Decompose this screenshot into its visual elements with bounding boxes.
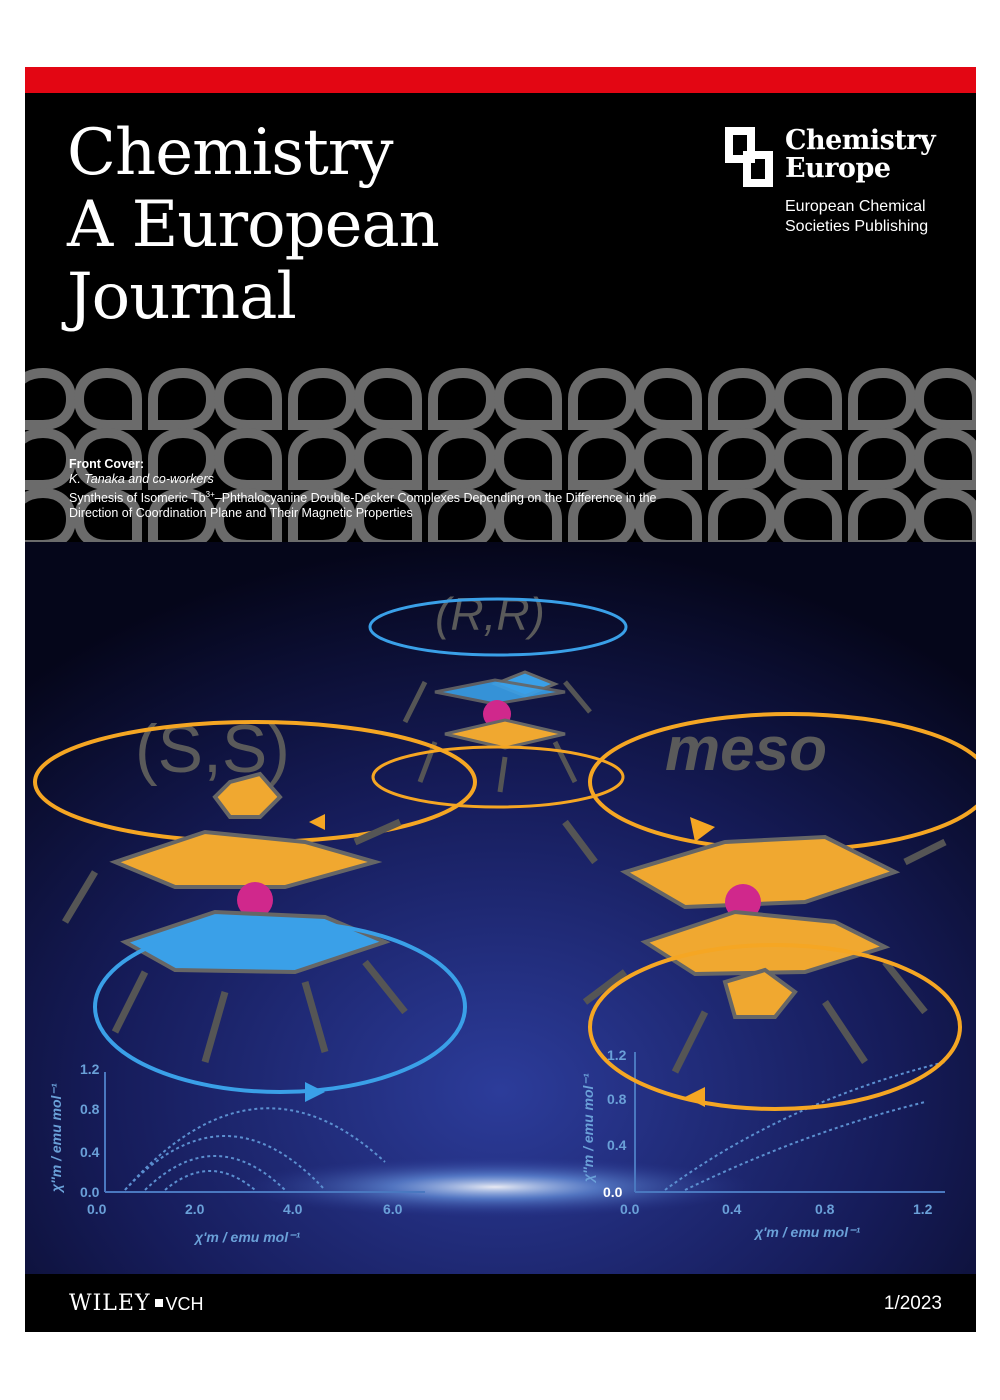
front-cover-caption: Front Cover: K. Tanaka and co-workers Sy… [69,457,789,521]
rr-label: (R,R) [435,588,545,640]
right-xtick-0: 0.0 [620,1201,640,1217]
logo-sub-line-1: European Chemical [785,198,926,215]
pattern-glyph [919,433,976,485]
chemistry-europe-subtitle: European Chemical Societies Publishing [785,197,928,237]
title-superscript: 3+ [205,490,215,499]
pattern-glyph [153,373,211,425]
pattern-glyph [853,493,911,545]
wiley-vch-logo: WILEY VCH [69,1291,204,1316]
chemistry-europe-name: Chemistry Europe [785,125,936,184]
pattern-glyph [79,373,137,425]
pattern-glyph [853,373,911,425]
chemistry-europe-logo: Chemistry Europe European Chemical Socie… [725,127,955,237]
logo-name-line-1: Chemistry [785,125,936,156]
pattern-glyph [853,433,911,485]
right-plot: 0.0 0.4 0.8 1.2 0.0 0.4 0.8 1.2 χ'm / em… [580,1047,946,1240]
left-xtick-1: 2.0 [185,1201,205,1217]
left-ylabel: χ''m / emu mol⁻¹ [48,1083,64,1194]
right-ytick-1: 0.4 [607,1137,627,1153]
glow-effect [235,1157,755,1217]
title-line-1: Chemistry [67,116,394,190]
title-line-3: Journal [67,260,297,334]
pattern-glyph [25,373,71,425]
left-ytick-0: 0.0 [80,1184,100,1200]
front-cover-authors: K. Tanaka and co-workers [69,472,214,486]
right-xtick-1: 0.4 [722,1201,742,1217]
pattern-glyph [639,373,697,425]
front-cover-title-line-1: Synthesis of Isomeric Tb3+–Phthalocyanin… [69,487,789,506]
left-xtick-2: 4.0 [283,1201,303,1217]
journal-title: Chemistry A European Journal [67,116,440,334]
right-xtick-3: 1.2 [913,1201,933,1217]
red-accent-bar [25,67,976,93]
pattern-glyph [433,373,491,425]
left-plot: 0.0 0.4 0.8 1.2 0.0 2.0 4.0 6.0 χ'm / em… [48,1061,425,1245]
left-ytick-2: 0.8 [80,1101,100,1117]
meso-label: meso [665,715,827,784]
journal-cover: Chemistry A European Journal Chemistry E… [25,67,976,1332]
right-xlabel: χ'm / emu mol⁻¹ [753,1224,860,1240]
artwork-background [25,542,976,1274]
front-cover-label: Front Cover: [69,457,144,471]
title-part-2: –Phthalocyanine Double-Decker Complexes … [214,491,657,506]
chemistry-europe-logo-icon [725,127,773,187]
left-xlabel: χ'm / emu mol⁻¹ [193,1229,300,1245]
imprint-name: VCH [165,1294,204,1314]
pattern-glyph [293,373,351,425]
left-xtick-0: 0.0 [87,1201,107,1217]
pattern-glyph [573,373,631,425]
cover-artwork: 0.0 0.4 0.8 1.2 0.0 2.0 4.0 6.0 χ'm / em… [25,542,976,1274]
pattern-glyph [25,433,71,485]
meso-molecule: meso [562,712,976,1111]
title-line-2: A European [67,188,440,262]
wiley-dot-icon [154,1299,163,1307]
front-cover-title-line-2: Direction of Coordination Plane and Thei… [69,506,413,521]
pattern-glyph [713,373,771,425]
right-ytick-0: 0.0 [603,1184,623,1200]
pattern-glyph [219,373,277,425]
pattern-glyph [779,373,837,425]
left-ytick-1: 0.4 [80,1144,100,1160]
pattern-glyph [359,373,417,425]
right-xtick-2: 0.8 [815,1201,835,1217]
pattern-glyph [919,493,976,545]
pattern-glyph [919,373,976,425]
left-xtick-3: 6.0 [383,1201,403,1217]
publisher-name: WILEY [69,1291,151,1316]
logo-sub-line-2: Societies Publishing [785,218,929,235]
rr-molecule: (R,R) [368,588,628,809]
right-ytick-3: 1.2 [607,1047,627,1063]
title-part-1: Synthesis of Isomeric Tb [69,491,206,506]
pattern-glyph [25,493,71,545]
right-ylabel: χ''m / emu mol⁻¹ [580,1073,596,1184]
logo-name-line-2: Europe [785,153,891,184]
issue-number: 1/2023 [883,1293,942,1314]
left-ytick-3: 1.2 [80,1061,100,1077]
pattern-glyph [499,373,557,425]
cover-footer: WILEY VCH 1/2023 [25,1274,976,1332]
ss-molecule: (S,S) [33,711,477,1102]
right-ytick-2: 0.8 [607,1091,627,1107]
